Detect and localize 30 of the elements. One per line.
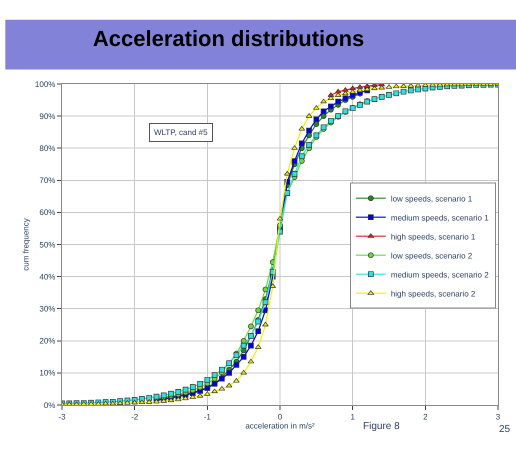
text: 25 xyxy=(499,424,511,435)
y-tick-label: 20% xyxy=(39,336,56,346)
y-tick-label: 100% xyxy=(34,80,56,89)
y-tick-label: 80% xyxy=(39,144,56,153)
y-tick-label: 30% xyxy=(39,304,56,314)
legend-label: low speeds, scenario 1 xyxy=(390,194,473,204)
legend-label: medium speeds, scenario 2 xyxy=(390,270,490,280)
y-tick-label: 70% xyxy=(39,176,56,186)
y-tick-label: 90% xyxy=(39,112,56,121)
legend-label: high speeds, scenario 2 xyxy=(390,289,476,298)
legend-label: high speeds, scenario 1 xyxy=(390,232,476,242)
y-tick-label: 0% xyxy=(44,400,56,410)
y-axis-title: cum frequency xyxy=(22,218,31,271)
x-tick-label: 3 xyxy=(496,412,501,422)
x-tick-label: 1 xyxy=(350,412,356,422)
annotation: WLTP, cand #5 xyxy=(154,128,208,137)
y-tick-label: 10% xyxy=(39,368,56,378)
x-tick-label: -1 xyxy=(204,412,212,422)
legend-label: low speeds, scenario 2 xyxy=(390,251,473,260)
x-tick-label: -2 xyxy=(131,412,139,422)
y-tick-label: 40% xyxy=(39,272,56,282)
x-tick-label: 0 xyxy=(278,412,283,422)
x-tick-label: -3 xyxy=(58,412,66,422)
y-tick-label: 50% xyxy=(39,240,56,250)
legend-label: medium speeds, scenario 1 xyxy=(390,213,490,222)
x-tick-label: 2 xyxy=(423,412,428,422)
x-axis-title: acceleration in m/s² xyxy=(245,422,316,431)
chart-title: Acceleration distributions xyxy=(92,26,364,51)
y-tick-label: 60% xyxy=(39,208,56,218)
caption: Figure 8 xyxy=(363,421,400,432)
